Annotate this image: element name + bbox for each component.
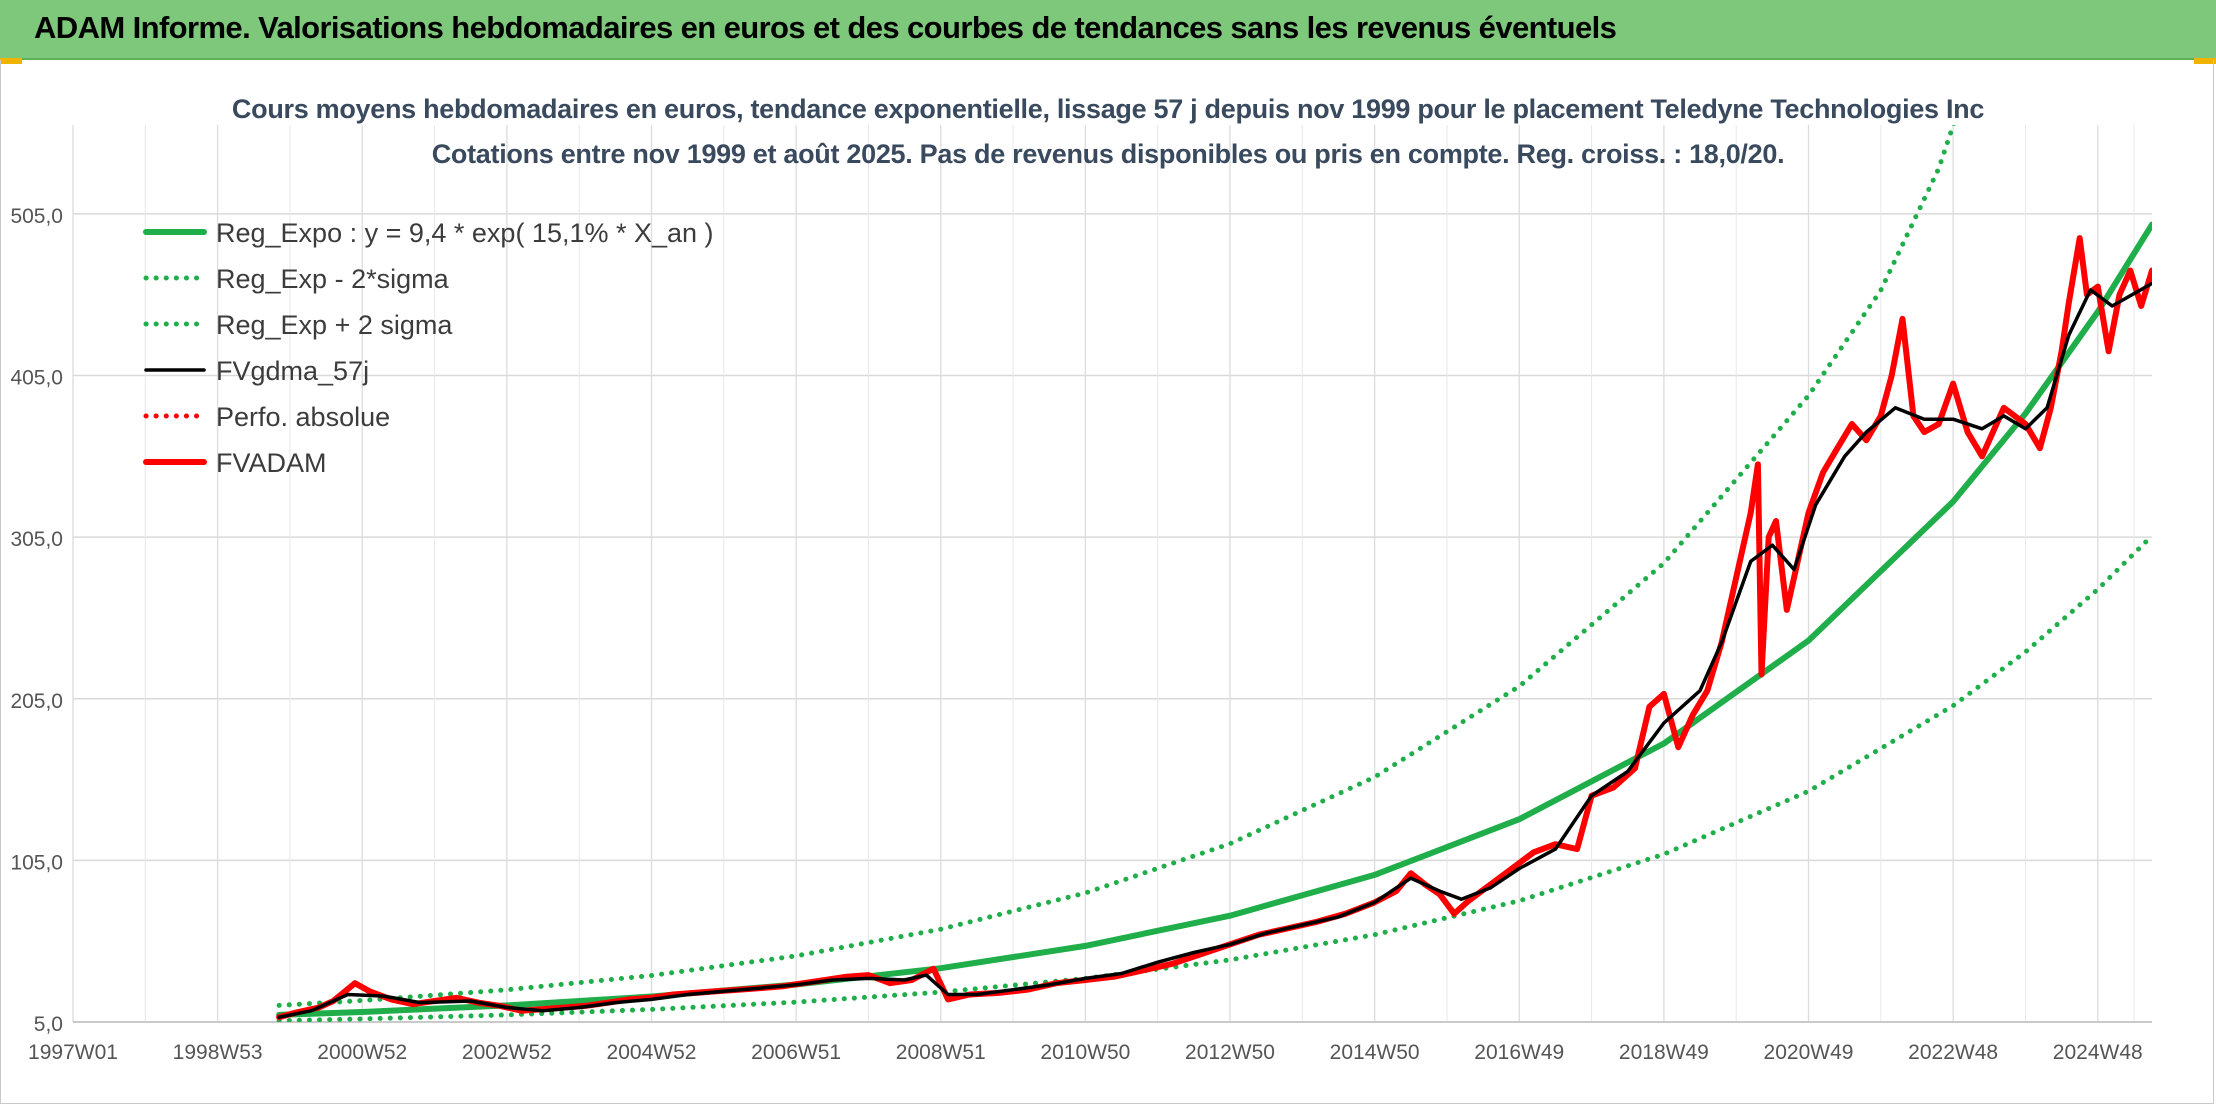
x-tick-label: 2006W51 xyxy=(751,1041,841,1064)
x-tick-label: 2014W50 xyxy=(1330,1041,1420,1064)
x-tick-label: 2004W52 xyxy=(607,1041,697,1064)
corner-marker-left xyxy=(0,58,22,64)
legend-swatch xyxy=(143,459,207,465)
legend-label: FVgdma_57j xyxy=(216,356,370,386)
legend-label: Reg_Exp + 2 sigma xyxy=(216,310,453,340)
x-tick-label: 1997W01 xyxy=(28,1041,118,1064)
series-line-3 xyxy=(277,281,2152,1019)
legend-swatch xyxy=(143,275,207,281)
x-tick-label: 2022W48 xyxy=(1908,1041,1998,1064)
x-tick-label: 2024W48 xyxy=(2053,1041,2143,1064)
y-tick-label: 405,0 xyxy=(10,367,63,390)
y-tick-label: 505,0 xyxy=(10,205,63,228)
x-tick-label: 2002W52 xyxy=(462,1041,552,1064)
y-tick-label: 205,0 xyxy=(10,690,63,713)
legend-swatch xyxy=(143,321,207,327)
y-tick-label: 305,0 xyxy=(10,528,63,551)
report-title: ADAM Informe. Valorisations hebdomadaire… xyxy=(34,10,1617,45)
chart-subtitle: Cotations entre nov 1999 et août 2025. P… xyxy=(431,139,1785,169)
report-banner: ADAM Informe. Valorisations hebdomadaire… xyxy=(0,0,2216,60)
x-tick-label: 2020W49 xyxy=(1764,1041,1854,1064)
x-tick-label: 2008W51 xyxy=(896,1041,986,1064)
chart-title: Cours moyens hebdomadaires en euros, ten… xyxy=(231,94,1985,124)
series-line-0 xyxy=(276,221,2152,1018)
series-line-5 xyxy=(276,235,2152,1021)
chart-area xyxy=(0,60,2214,1104)
legend-label: FVADAM xyxy=(216,448,327,478)
legend-label: Perfo. absolue xyxy=(216,402,391,432)
legend-label: Reg_Expo : y = 9,4 * exp( 15,1% * X_an ) xyxy=(216,218,714,248)
x-tick-label: 2016W49 xyxy=(1474,1041,1564,1064)
x-tick-label: 2010W50 xyxy=(1040,1041,1130,1064)
series-line-2 xyxy=(276,125,1956,1008)
x-tick-label: 2018W49 xyxy=(1619,1041,1709,1064)
corner-marker-right xyxy=(2194,58,2216,64)
y-tick-label: 105,0 xyxy=(10,851,63,874)
x-tick-label: 2000W52 xyxy=(317,1041,407,1064)
y-tick-label: 5,0 xyxy=(34,1013,63,1036)
legend-swatch xyxy=(143,413,207,419)
x-tick-label: 1998W53 xyxy=(173,1041,263,1064)
x-tick-label: 2012W50 xyxy=(1185,1041,1275,1064)
legend-swatch xyxy=(144,368,206,372)
legend-label: Reg_Exp - 2*sigma xyxy=(216,264,449,294)
legend-swatch xyxy=(143,229,207,235)
